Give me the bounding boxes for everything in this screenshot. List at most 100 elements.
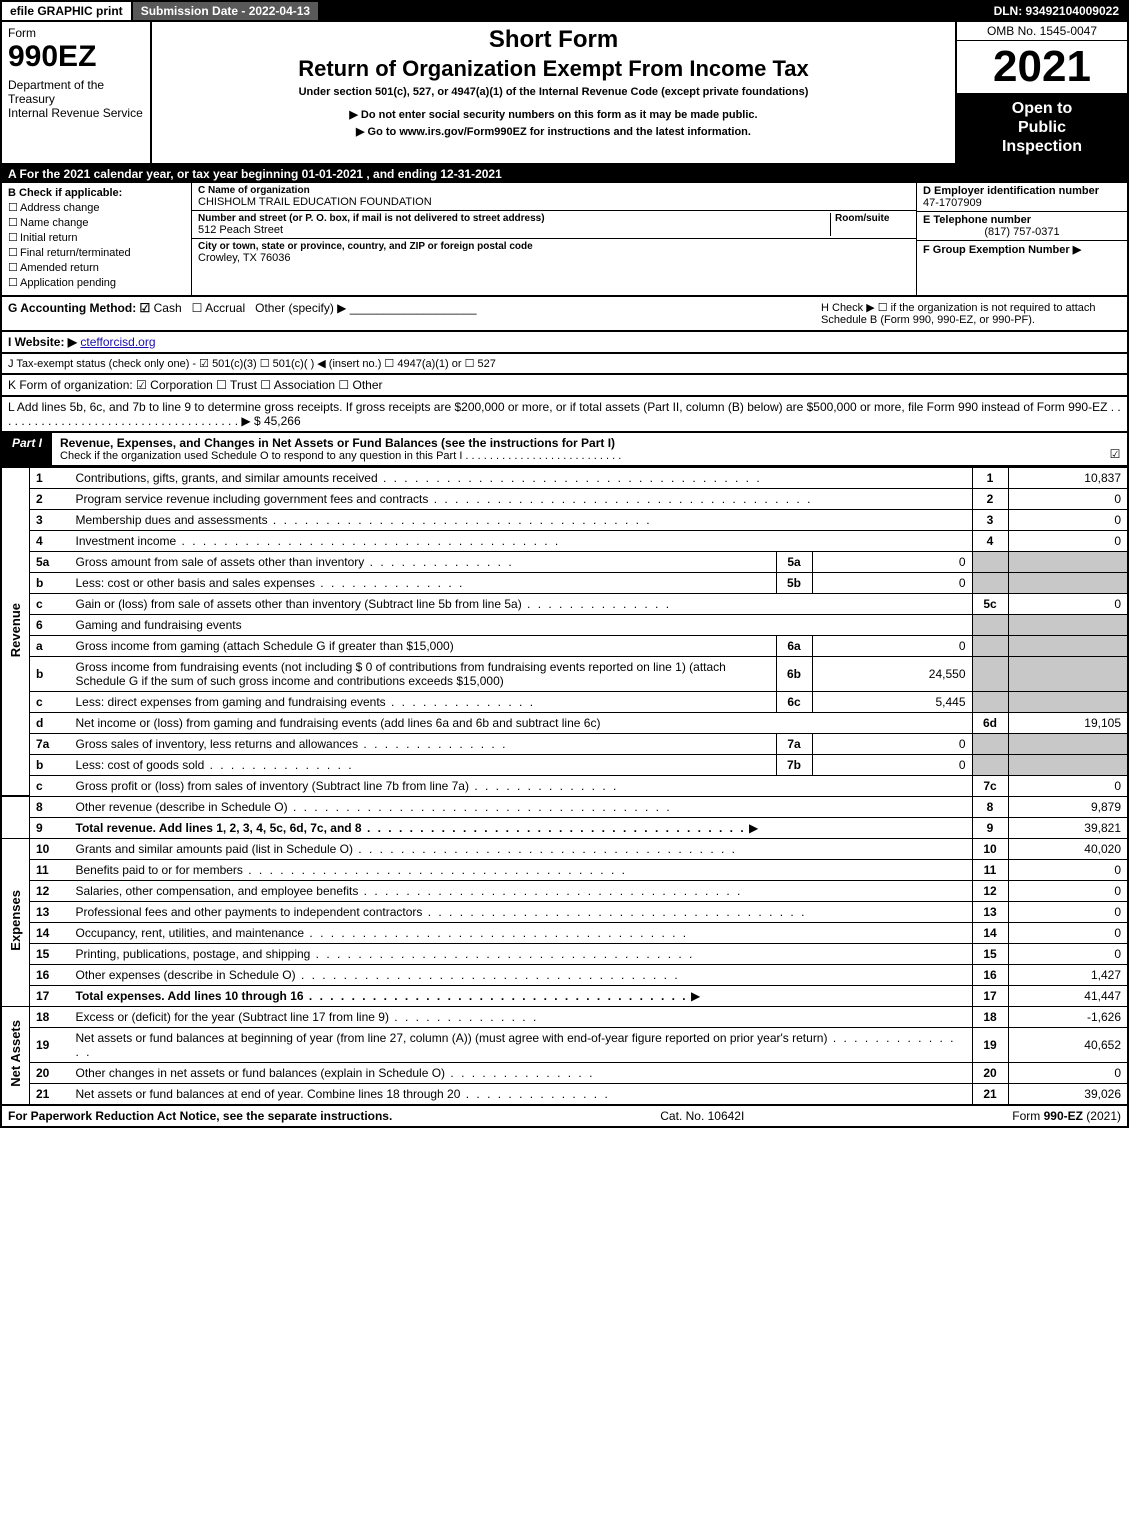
l18-d: Excess or (deficit) for the year (Subtra… [70,1006,973,1027]
l6a-n: a [30,635,70,656]
l6a-shade1 [972,635,1008,656]
l11-v: 0 [1008,859,1128,880]
row-g-h: G Accounting Method: ☑ Cash ☐ Accrual Ot… [0,297,1129,332]
l13-ref: 13 [972,901,1008,922]
netassets-label: Net Assets [1,1006,30,1105]
l6a-shade2 [1008,635,1128,656]
l6b-n: b [30,656,70,691]
l12-v: 0 [1008,880,1128,901]
l5b-sv: 0 [812,572,972,593]
l1-n: 1 [30,467,70,488]
l13-n: 13 [30,901,70,922]
cb-app-pending: ☐Application pending [8,276,185,289]
return-title: Return of Organization Exempt From Incom… [158,56,949,82]
year-block: OMB No. 1545-0047 2021 Open to Public In… [957,22,1127,163]
l3-d: Membership dues and assessments [70,509,973,530]
l4-v: 0 [1008,530,1128,551]
org-name-cell: C Name of organization CHISHOLM TRAIL ED… [192,183,916,211]
l6d-n: d [30,712,70,733]
row-l: L Add lines 5b, 6c, and 7b to line 9 to … [0,397,1129,433]
l7a-shade1 [972,733,1008,754]
l13-d: Professional fees and other payments to … [70,901,973,922]
l21-d: Net assets or fund balances at end of ye… [70,1083,973,1105]
l10-v: 40,020 [1008,838,1128,859]
l6c-d: Less: direct expenses from gaming and fu… [70,691,777,712]
city-label: City or town, state or province, country… [198,241,910,252]
cb-cash: ☑ [140,301,154,315]
l8-n: 8 [30,796,70,817]
l7c-ref: 7c [972,775,1008,796]
cb-accrual: ☐ [192,301,205,315]
l7c-v: 0 [1008,775,1128,796]
open-line2: Public [1018,119,1066,136]
l16-v: 1,427 [1008,964,1128,985]
form-number: 990EZ [8,40,144,74]
form-id-block: Form 990EZ Department of the Treasury In… [2,22,152,163]
g-block: G Accounting Method: ☑ Cash ☐ Accrual Ot… [8,301,821,326]
l19-n: 19 [30,1027,70,1062]
l7b-shade2 [1008,754,1128,775]
omb-number: OMB No. 1545-0047 [957,22,1127,41]
l5b-d: Less: cost or other basis and sales expe… [70,572,777,593]
l21-n: 21 [30,1083,70,1105]
l15-ref: 15 [972,943,1008,964]
l5a-n: 5a [30,551,70,572]
g-other: Other (specify) ▶ [255,301,346,315]
l2-n: 2 [30,488,70,509]
website-link[interactable]: ctefforcisd.org [80,335,155,349]
page-footer: For Paperwork Reduction Act Notice, see … [0,1106,1129,1128]
form-label: Form [8,26,144,40]
l5c-v: 0 [1008,593,1128,614]
l6d-d: Net income or (loss) from gaming and fun… [70,712,973,733]
group-label: F Group Exemption Number ▶ [923,243,1121,256]
l6-shade1 [972,614,1008,635]
l15-v: 0 [1008,943,1128,964]
open-line3: Inspection [1002,138,1082,155]
l6b-sv: 24,550 [812,656,972,691]
cb-name-change: ☐Name change [8,216,185,229]
l5c-d: Gain or (loss) from sale of assets other… [70,593,973,614]
l14-n: 14 [30,922,70,943]
footer-catno: Cat. No. 10642I [392,1109,1012,1123]
l1-d: Contributions, gifts, grants, and simila… [70,467,973,488]
g-line: ___________________ [350,301,477,315]
submission-date: Submission Date - 2022-04-13 [133,2,320,20]
l7b-sref: 7b [776,754,812,775]
form-header: Form 990EZ Department of the Treasury In… [0,22,1129,165]
short-form-title: Short Form [158,26,949,54]
l1-ref: 1 [972,467,1008,488]
l9-arrow: ▶ [749,821,758,835]
l19-v: 40,652 [1008,1027,1128,1062]
expenses-label: Expenses [1,838,30,1006]
l5a-shade1 [972,551,1008,572]
l8-v: 9,879 [1008,796,1128,817]
ein-cell: D Employer identification number 47-1707… [917,183,1127,212]
org-name-label: C Name of organization [198,185,910,196]
l6c-sref: 6c [776,691,812,712]
l5b-sref: 5b [776,572,812,593]
phone-cell: E Telephone number (817) 757-0371 [917,212,1127,241]
l7a-n: 7a [30,733,70,754]
l14-v: 0 [1008,922,1128,943]
l6c-sv: 5,445 [812,691,972,712]
footer-left: For Paperwork Reduction Act Notice, see … [8,1109,392,1123]
l6b-shade2 [1008,656,1128,691]
l5a-shade2 [1008,551,1128,572]
department: Department of the Treasury Internal Reve… [8,78,144,120]
l7b-sv: 0 [812,754,972,775]
l5a-sref: 5a [776,551,812,572]
l3-v: 0 [1008,509,1128,530]
l6a-sv: 0 [812,635,972,656]
l17-n: 17 [30,985,70,1006]
l7b-shade1 [972,754,1008,775]
form-title-block: Short Form Return of Organization Exempt… [152,22,957,163]
l12-d: Salaries, other compensation, and employ… [70,880,973,901]
l8-d: Other revenue (describe in Schedule O) [70,796,973,817]
l6d-ref: 6d [972,712,1008,733]
section-b-to-f: B Check if applicable: ☐Address change ☐… [0,183,1129,297]
part1-tab: Part I [2,433,52,465]
l14-d: Occupancy, rent, utilities, and maintena… [70,922,973,943]
cb-final-return: ☐Final return/terminated [8,246,185,259]
l7a-sv: 0 [812,733,972,754]
l6-d: Gaming and fundraising events [70,614,973,635]
